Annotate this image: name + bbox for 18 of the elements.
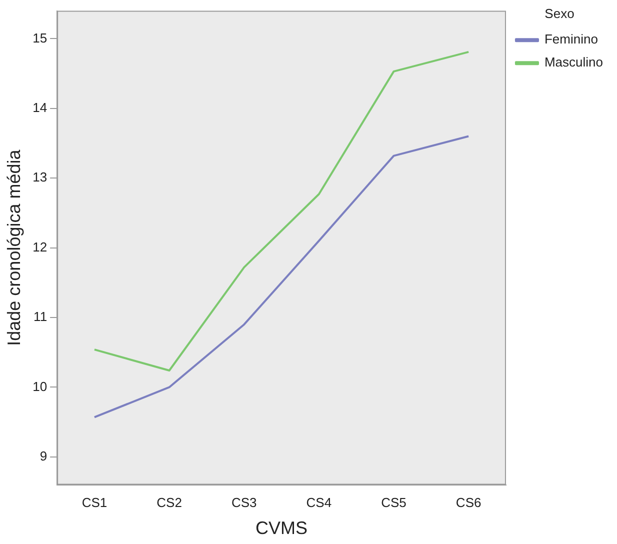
x-tick-label: CS3 <box>231 495 257 510</box>
x-tick-label: CS4 <box>306 495 332 510</box>
y-tick-label: 15 <box>32 30 48 46</box>
legend-label: Masculino <box>544 54 604 70</box>
y-tick-label: 9 <box>40 448 48 464</box>
x-tick-label: CS2 <box>156 495 182 510</box>
x-tick-label: CS1 <box>82 495 108 510</box>
x-axis-title: CVMS <box>256 518 308 538</box>
y-tick-label: 14 <box>32 100 48 115</box>
x-tick-label: CS6 <box>456 495 482 510</box>
y-tick-label: 12 <box>32 239 48 254</box>
y-axis-title: Idade cronológica média <box>4 148 24 346</box>
y-tick-label: 10 <box>32 378 48 394</box>
legend-label: Feminino <box>544 32 598 47</box>
legend-title: Sexo <box>544 6 574 22</box>
y-tick-label: 13 <box>32 170 48 185</box>
y-tick-label: 11 <box>34 309 48 324</box>
x-tick-label: CS5 <box>381 495 406 510</box>
